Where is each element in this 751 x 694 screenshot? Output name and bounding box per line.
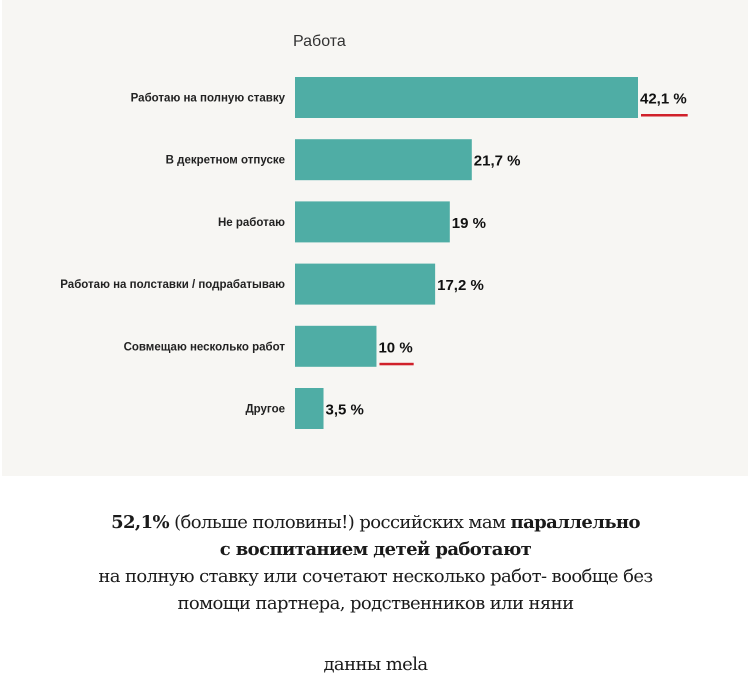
bar: [295, 263, 436, 305]
highlight-underline: [641, 114, 688, 117]
caption-text: (больше половины!) российских мам: [169, 512, 511, 533]
caption-line-3: на полную ставку или сочетают несколько …: [98, 566, 653, 587]
value-label: 17,2 %: [437, 277, 484, 294]
value-label: 10 %: [378, 339, 412, 356]
category-label: В декретном отпуске: [166, 155, 285, 167]
caption-source: данны mela: [323, 654, 428, 675]
category-label: Совмещаю несколько работ: [124, 341, 286, 353]
bar-chart: Работа Работаю на полную ставку 42,1 % В д…: [60, 33, 688, 429]
caption-line-1: 52,1% (больше половины!) российских мам …: [0, 512, 751, 533]
bar: [295, 201, 450, 243]
category-label: Не работаю: [218, 217, 285, 229]
bar: [295, 388, 324, 429]
chart-title: Работа: [293, 33, 346, 50]
caption-highlight-percent: 52,1%: [111, 512, 170, 533]
category-label: Работаю на полставки / подрабатываю: [60, 279, 285, 291]
category-label: Другое: [245, 404, 285, 416]
highlight-underline: [379, 362, 414, 366]
category-label: Работаю на полную ставку: [131, 93, 286, 105]
caption-line-4: помощи партнера, родственников или няни: [177, 593, 575, 614]
bar: [295, 77, 638, 118]
value-label: 3,5 %: [326, 402, 364, 419]
bar: [295, 139, 472, 181]
caption-highlight: с воспитанием детей работают: [219, 539, 532, 560]
bar: [295, 325, 377, 367]
value-label: 42,1 %: [640, 91, 687, 108]
value-label: 19 %: [452, 215, 486, 232]
chart-panel: Работа Работаю на полную ставку 42,1 % В д…: [2, 0, 748, 476]
value-label: 21,7 %: [474, 153, 521, 170]
caption-highlight: параллельно: [510, 512, 641, 533]
caption-line-2: с воспитанием детей работают: [0, 539, 751, 560]
